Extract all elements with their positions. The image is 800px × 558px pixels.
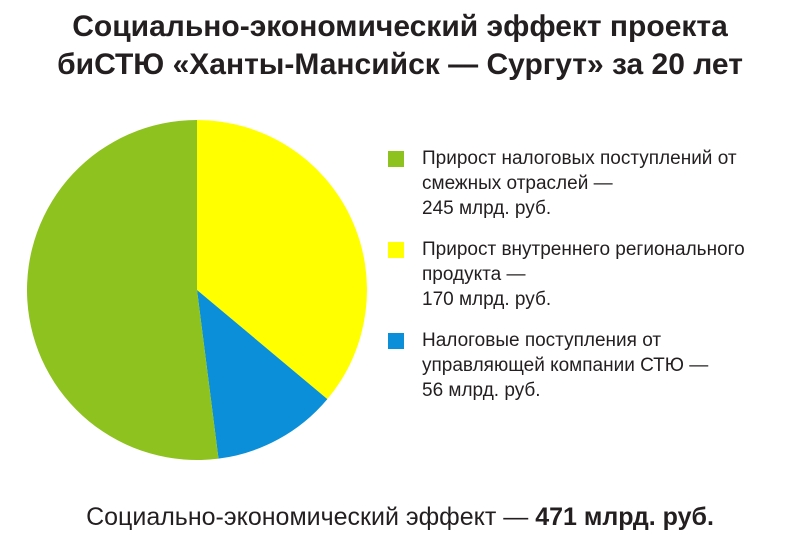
pie-slice	[27, 120, 219, 460]
legend-text: Прирост налоговых поступлений от смежных…	[422, 146, 772, 221]
footer-total: 471 млрд. руб.	[535, 503, 714, 531]
legend-entry: Налоговые поступления от управляющей ком…	[388, 328, 788, 403]
value-label: 170 млрд. руб.	[422, 289, 552, 310]
footer-text: Социально-экономический эффект —	[86, 503, 529, 531]
chart-title: Социально-экономический эффект проекта б…	[57, 10, 743, 81]
pie-slice	[197, 290, 328, 459]
legend-text: Прирост внутреннего регионального продук…	[422, 237, 772, 312]
legend-swatch	[388, 242, 404, 258]
pie-slice	[197, 120, 368, 400]
value-label: 245 млрд. руб.	[422, 198, 552, 219]
legend-swatch	[388, 333, 404, 349]
legend: Прирост налоговых поступлений от смежных…	[388, 146, 788, 419]
legend-entry: Прирост налоговых поступлений от смежных…	[388, 146, 788, 221]
legend-label: Прирост налоговых поступлений от смежных…	[422, 148, 737, 194]
pie	[27, 120, 368, 460]
legend-text: Налоговые поступления от управляющей ком…	[422, 328, 772, 403]
legend-swatch	[388, 151, 404, 167]
value-label: 56 млрд. руб.	[422, 380, 541, 401]
legend-label: Налоговые поступления от управляющей ком…	[422, 330, 709, 376]
legend-entry: Прирост внутреннего регионального продук…	[388, 237, 788, 312]
legend-label: Прирост внутреннего регионального продук…	[422, 239, 745, 285]
footer: Социально-экономический эффект — 471 млр…	[0, 503, 800, 532]
